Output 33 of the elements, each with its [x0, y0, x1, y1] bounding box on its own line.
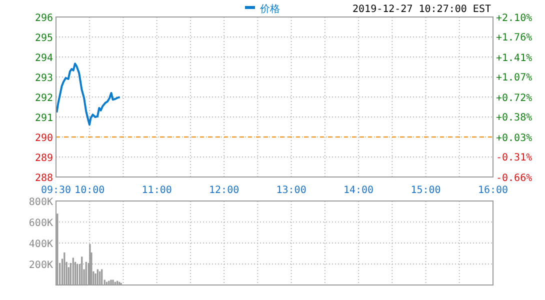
y-tick-label: 296 — [34, 13, 53, 24]
chart-subtitle: 2019-12-27 10:27:00 EST — [352, 4, 491, 15]
y-tick-label: 400K — [28, 239, 53, 250]
x-tick-label: 12:00 — [209, 185, 240, 196]
x-tick-label: 11:00 — [142, 185, 172, 196]
y-tick-label: 288 — [34, 173, 53, 184]
y2-tick-label: +2.10% — [496, 13, 532, 24]
y-tick-label: 289 — [34, 153, 53, 164]
y-tick-label: 294 — [34, 53, 53, 64]
y2-tick-label: +1.41% — [496, 53, 532, 64]
y-tick-label: 200K — [28, 260, 53, 271]
y-tick-label: 600K — [28, 218, 53, 229]
y2-tick-label: +1.07% — [496, 72, 532, 84]
y2-tick-label: +0.38% — [496, 112, 532, 124]
y-tick-label: 293 — [34, 73, 53, 84]
x-tick-label: 16:00 — [478, 185, 508, 196]
x-tick-label: 15:00 — [410, 185, 441, 196]
legend-label: 价格 — [259, 3, 280, 15]
y-tick-label: 295 — [34, 33, 53, 44]
y-tick-label: 290 — [34, 133, 53, 144]
x-tick-label: 14:00 — [343, 185, 374, 196]
y-tick-label: 292 — [34, 93, 53, 104]
line-series — [56, 62, 121, 126]
x-tick-label: 10:00 — [74, 185, 105, 196]
y2-tick-label: +0.72% — [496, 93, 532, 104]
x-tick-label: 09:30 — [40, 185, 72, 196]
y-tick-label: 800K — [28, 197, 53, 208]
y2-tick-label: -0.31% — [496, 152, 532, 164]
y-tick-label: 291 — [34, 113, 53, 124]
x-tick-label: 13:00 — [276, 185, 306, 196]
y2-tick-label: -0.66% — [496, 173, 532, 184]
y2-tick-label: +1.76% — [496, 32, 532, 44]
y2-tick-label: +0.03% — [496, 133, 532, 144]
